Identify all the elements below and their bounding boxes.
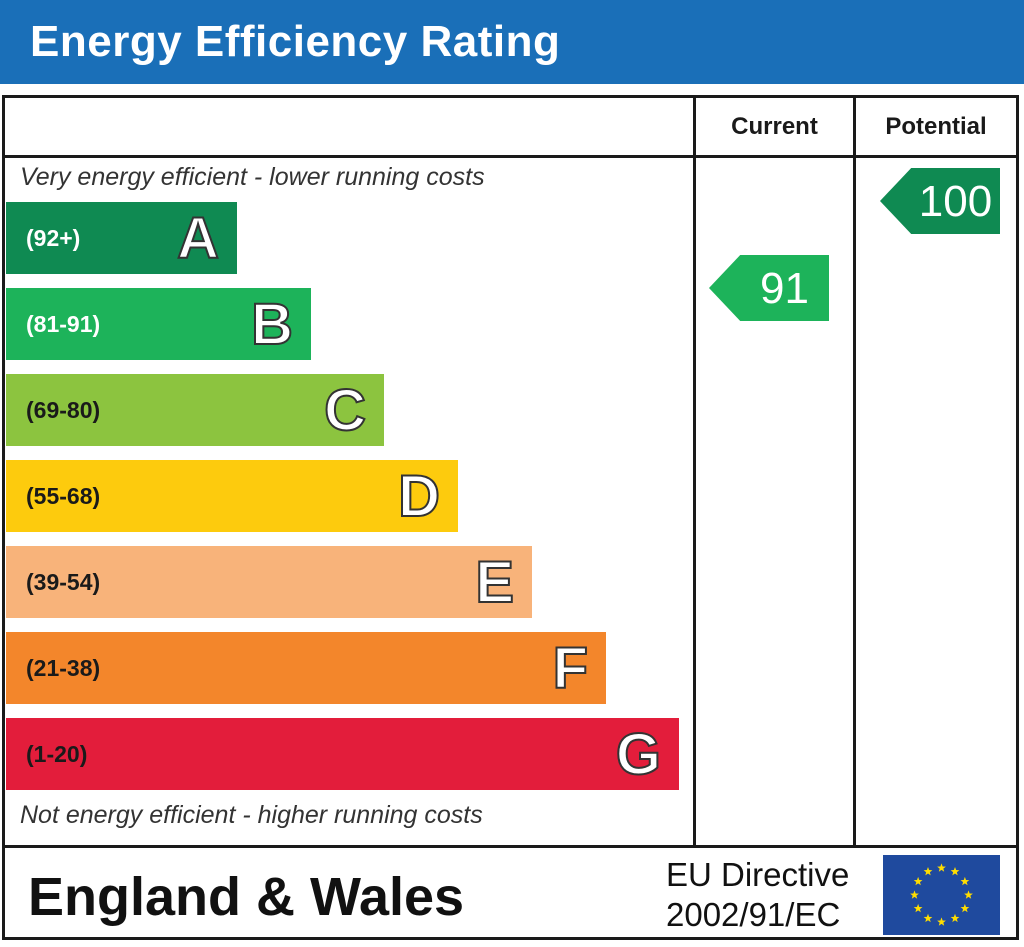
eu-star-icon	[937, 917, 946, 926]
eu-star-icon	[913, 876, 923, 886]
rating-band-range: (1-20)	[26, 741, 88, 767]
rating-band-letter: E	[474, 549, 515, 616]
current-rating-value: 91	[760, 264, 809, 313]
eu-flag-icon	[883, 855, 1000, 935]
divider-header-row	[2, 155, 1019, 158]
page-title: Energy Efficiency Rating	[30, 17, 561, 66]
divider-footer-row	[2, 845, 1019, 848]
eu-directive-line1: EU Directive	[666, 856, 850, 893]
rating-band-range: (21-38)	[26, 655, 101, 681]
column-header-potential: Potential	[885, 113, 987, 140]
rating-band-letter: C	[323, 377, 367, 444]
rating-band-letter: A	[176, 205, 220, 272]
rating-band-range: (55-68)	[26, 483, 101, 509]
rating-band-range: (39-54)	[26, 569, 101, 595]
eu-star-icon	[960, 903, 970, 913]
rating-band-range: (92+)	[26, 225, 81, 251]
eu-star-icon	[910, 890, 919, 899]
rating-band-c: (69-80) C	[6, 374, 384, 446]
rating-frame	[2, 95, 1019, 940]
divider-current	[693, 95, 696, 847]
eu-star-icon	[950, 867, 960, 876]
rating-band-f: (21-38) F	[6, 632, 606, 704]
rating-band-range: (69-80)	[26, 397, 101, 423]
eu-star-icon	[913, 903, 923, 913]
divider-potential	[853, 95, 856, 847]
eu-directive-line2: 2002/91/EC	[666, 896, 841, 933]
rating-band-e: (39-54) E	[6, 546, 532, 618]
rating-band-range: (81-91)	[26, 311, 101, 337]
region-label: England & Wales	[28, 867, 465, 927]
rating-band-letter: G	[615, 721, 662, 788]
column-header-current: Current	[731, 113, 818, 140]
rating-band-a: (92+) A	[6, 202, 237, 274]
eu-star-icon	[950, 913, 960, 923]
eu-star-icon	[937, 863, 946, 872]
note-bottom: Not energy efficient - higher running co…	[20, 801, 483, 829]
eu-star-icon	[923, 913, 933, 923]
eu-star-icon	[923, 867, 933, 876]
rating-band-g: (1-20) G	[6, 718, 679, 790]
eu-directive-text: EU Directive 2002/91/EC	[666, 855, 866, 935]
potential-rating-value: 100	[918, 177, 993, 226]
rating-band-letter: D	[397, 463, 441, 530]
header-bar: Energy Efficiency Rating	[0, 0, 1024, 84]
eu-star-icon	[960, 876, 970, 886]
rating-band-letter: F	[552, 635, 589, 702]
rating-band-d: (55-68) D	[6, 460, 458, 532]
rating-band-letter: B	[250, 291, 294, 358]
rating-band-b: (81-91) B	[6, 288, 311, 360]
note-top: Very energy efficient - lower running co…	[20, 163, 485, 191]
eu-star-icon	[964, 890, 973, 899]
